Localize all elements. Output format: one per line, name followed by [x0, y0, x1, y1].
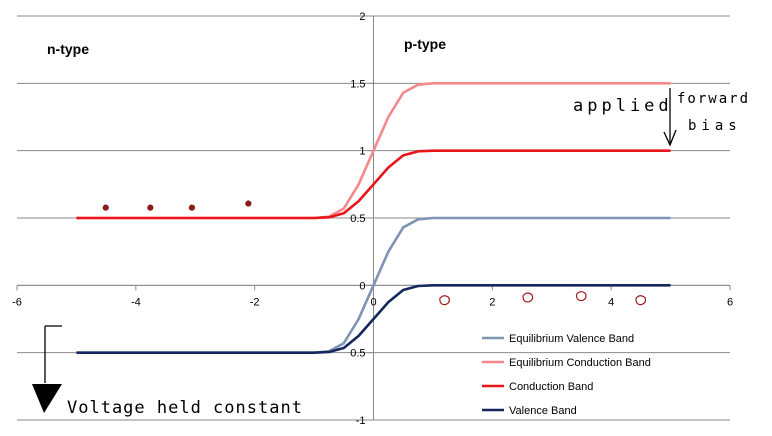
x-tick-label: -2	[250, 296, 260, 308]
forward-bias-line1: forward	[677, 91, 750, 107]
legend-label: Equilibrium Conduction Band	[509, 357, 651, 369]
scribble-mark	[147, 204, 154, 211]
legend-label: Valence Band	[509, 405, 577, 417]
series-line	[76, 149, 671, 220]
x-tick-labels: -6 -4 -2 0 2 4 6	[12, 296, 733, 308]
y-tick-label: 1	[359, 146, 365, 158]
scribble-mark	[575, 291, 587, 302]
y-tick-label: 0.5	[350, 213, 365, 225]
voltage-annotation: Voltage held constant	[67, 398, 303, 418]
scribble-mark	[102, 204, 109, 211]
x-tick-label: 6	[727, 296, 733, 308]
legend: Equilibrium Valence Band Equilibrium Cond…	[482, 333, 651, 417]
y-tick-label: 2	[359, 11, 365, 23]
n-type-label: n-type	[47, 41, 89, 57]
legend-label: Equilibrium Valence Band	[509, 333, 634, 345]
scribble-mark	[245, 200, 252, 207]
scribble-mark	[188, 204, 196, 211]
y-tick-label: 0	[359, 280, 365, 292]
x-tick-label: 2	[489, 296, 495, 308]
applied-annotation: applied	[573, 96, 673, 116]
p-type-label: p-type	[404, 36, 446, 52]
scribble-mark	[522, 292, 534, 303]
x-tick-label: 4	[608, 296, 614, 308]
scribble-mark	[635, 295, 647, 306]
y-tick-labels: -1 0.5 0 0.5 1 1.5 2	[350, 11, 365, 427]
forward-bias-line2: bias	[688, 118, 742, 134]
x-tick-label: 0	[370, 296, 376, 308]
voltage-bracket	[44, 325, 62, 383]
series-line	[76, 284, 671, 354]
voltage-arrow-head-icon	[32, 384, 62, 413]
x-tick-label: -6	[12, 296, 22, 308]
forward-bias-arrow-head-icon	[663, 129, 677, 147]
scribble-mark	[439, 295, 450, 306]
y-tick-label: -1	[356, 415, 366, 427]
series-lines	[76, 82, 671, 354]
scribble-marks	[102, 200, 647, 306]
legend-label: Conduction Band	[509, 381, 593, 393]
x-tick-label: -4	[131, 296, 141, 308]
y-tick-label: 0.5	[350, 348, 365, 360]
y-tick-label: 1.5	[350, 78, 365, 90]
